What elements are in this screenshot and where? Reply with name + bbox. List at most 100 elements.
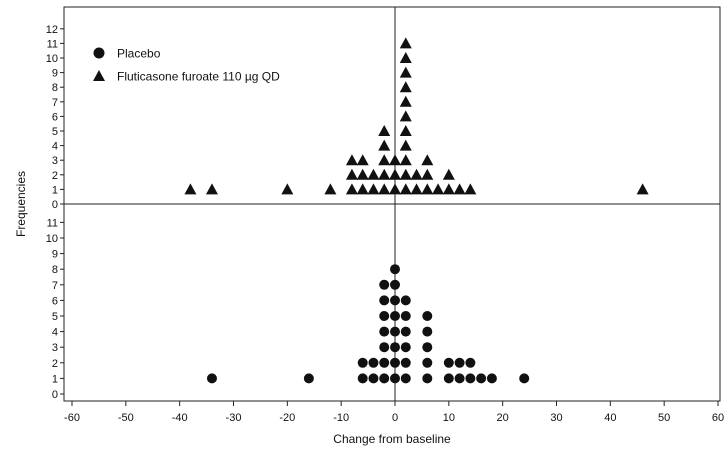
y-tick-label-bottom: 2 <box>52 358 58 370</box>
x-tick-label: 10 <box>443 412 455 424</box>
y-tick-label-top: 12 <box>46 24 58 36</box>
placebo-point <box>390 326 400 337</box>
placebo-point <box>379 311 390 321</box>
placebo-point <box>400 326 411 337</box>
legend-placebo-circle-icon <box>93 47 105 59</box>
x-axis-title: Change from baseline <box>333 432 451 446</box>
placebo-point <box>422 373 433 384</box>
placebo-point <box>465 357 476 368</box>
fluticasone-point <box>389 168 401 180</box>
fluticasone-point <box>356 154 369 166</box>
x-tick-label: -60 <box>64 412 80 424</box>
fluticasone-point <box>410 168 423 180</box>
fluticasone-point <box>399 95 412 107</box>
y-tick-label-bottom: 1 <box>52 373 58 385</box>
y-tick-label-top: 3 <box>52 155 58 167</box>
fluticasone-point <box>636 183 649 195</box>
placebo-point <box>443 357 454 368</box>
x-tick-label: 50 <box>658 412 670 424</box>
fluticasone-point <box>399 66 412 78</box>
fluticasone-point <box>421 183 434 195</box>
y-tick-label-bottom: 6 <box>52 295 58 307</box>
x-tick-label: -10 <box>333 412 349 424</box>
x-tick-label: -40 <box>172 412 188 424</box>
x-tick-label: 60 <box>712 412 724 424</box>
placebo-point <box>368 373 379 384</box>
placebo-point <box>390 295 400 306</box>
fluticasone-point <box>356 168 369 180</box>
placebo-point <box>400 311 411 321</box>
placebo-point <box>454 357 465 368</box>
fluticasone-point <box>464 183 477 195</box>
fluticasone-point <box>421 168 434 180</box>
fluticasone-point <box>345 168 358 180</box>
fluticasone-point <box>399 168 412 180</box>
x-axis: -60 -50 -40 -30 -20 -10 0 10 20 30 40 50 60 <box>64 401 724 424</box>
fluticasone-point <box>345 154 358 166</box>
y-tick-label-bottom: 5 <box>52 311 58 323</box>
fluticasone-point <box>378 154 391 166</box>
placebo-point <box>422 357 433 368</box>
legend-fluticasone-triangle-icon <box>93 70 105 81</box>
legend-fluticasone-label: Fluticasone furoate 110 µg QD <box>117 70 280 84</box>
placebo-point <box>390 311 400 321</box>
x-tick-label: 40 <box>604 412 616 424</box>
fluticasone-point <box>399 52 412 63</box>
fluticasone-point <box>205 183 218 195</box>
y-axis-title: Frequencies <box>14 171 28 237</box>
placebo-point <box>454 373 465 384</box>
placebo-point <box>443 373 454 384</box>
y-tick-label-bottom: 8 <box>52 264 58 276</box>
fluticasone-point <box>399 81 412 93</box>
fluticasone-point <box>442 168 455 180</box>
fluticasone-point <box>442 183 455 195</box>
placebo-point <box>303 373 314 384</box>
y-tick-label-bottom: 7 <box>52 280 58 292</box>
fluticasone-point <box>389 154 401 166</box>
placebo-point <box>379 373 390 384</box>
fluticasone-point <box>399 139 412 151</box>
x-tick-label: -20 <box>279 412 295 424</box>
placebo-point <box>390 357 400 368</box>
placebo-point <box>390 279 400 290</box>
placebo-point <box>465 373 476 384</box>
placebo-point <box>379 342 390 353</box>
placebo-point <box>400 373 411 384</box>
fluticasone-point <box>399 183 412 195</box>
x-tick-label: 30 <box>550 412 562 424</box>
placebo-point <box>368 357 379 368</box>
fluticasone-point <box>378 125 391 136</box>
y-tick-label-bottom: 4 <box>52 327 58 339</box>
fluticasone-point <box>399 154 412 166</box>
fluticasone-point <box>281 183 294 195</box>
legend-placebo-label: Placebo <box>117 47 161 61</box>
placebo-point <box>206 373 217 384</box>
x-tick-label: -30 <box>226 412 242 424</box>
reference-lines <box>64 7 720 401</box>
fluticasone-point <box>399 37 412 49</box>
placebo-point <box>379 326 390 337</box>
placebo-point <box>357 357 368 368</box>
fluticasone-point <box>367 168 380 180</box>
y-tick-label-top: 0 <box>52 199 58 211</box>
y-tick-label-bottom: 0 <box>52 389 58 401</box>
fluticasone-point <box>378 139 391 151</box>
x-tick-label: 0 <box>392 412 398 424</box>
placebo-point <box>476 373 487 384</box>
fluticasone-point <box>421 154 434 166</box>
y-tick-label-top: 2 <box>52 170 58 182</box>
placebo-point <box>390 342 400 353</box>
y-tick-label-bottom: 9 <box>52 249 58 261</box>
y-tick-label-top: 10 <box>46 53 58 65</box>
fluticasone-point <box>367 183 380 195</box>
y-tick-label-bottom: 11 <box>47 217 58 229</box>
placebo-point <box>357 373 368 384</box>
x-tick-label: -50 <box>118 412 134 424</box>
y-tick-label-top: 9 <box>52 68 58 80</box>
fluticasone-point <box>432 183 445 195</box>
y-tick-label-top: 11 <box>47 38 58 50</box>
fluticasone-point <box>184 183 197 195</box>
y-tick-label-top: 8 <box>52 82 58 94</box>
